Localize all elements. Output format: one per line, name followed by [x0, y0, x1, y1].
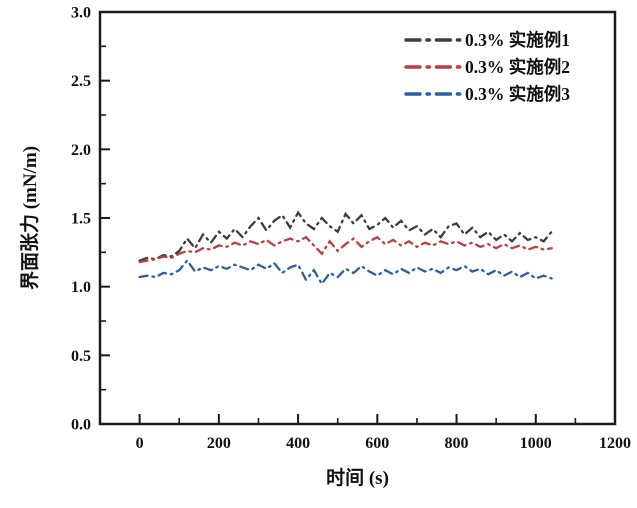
plot-border	[98, 10, 617, 426]
y-tick-label: 2.5	[71, 73, 91, 90]
legend-label-2: 0.3% 实施例2	[465, 57, 570, 77]
y-tick-label: 3.0	[71, 5, 91, 22]
x-tick-label: 600	[365, 435, 389, 452]
x-tick-label: 400	[286, 435, 310, 452]
x-axis-title: 时间 (s)	[326, 467, 389, 489]
y-tick-label: 0.0	[71, 417, 91, 434]
y-tick-label: 2.0	[71, 142, 91, 159]
legend-label-1: 0.3% 实施例1	[465, 30, 570, 50]
y-tick-label: 1.5	[71, 211, 91, 228]
x-tick-label: 200	[207, 435, 231, 452]
x-tick-label: 1000	[520, 435, 552, 452]
x-tick-label: 1200	[599, 435, 631, 452]
series-line-2	[138, 235, 553, 264]
y-axis-title: 界面张力 (mN/m)	[18, 146, 41, 290]
series-line-3	[138, 258, 553, 287]
series-line-1	[138, 210, 553, 262]
legend-label-3: 0.3% 实施例3	[465, 84, 570, 104]
x-tick-label: 800	[445, 435, 469, 452]
x-tick-label: 0	[136, 435, 144, 452]
y-tick-label: 1.0	[71, 279, 91, 296]
y-tick-label: 0.5	[71, 348, 91, 365]
